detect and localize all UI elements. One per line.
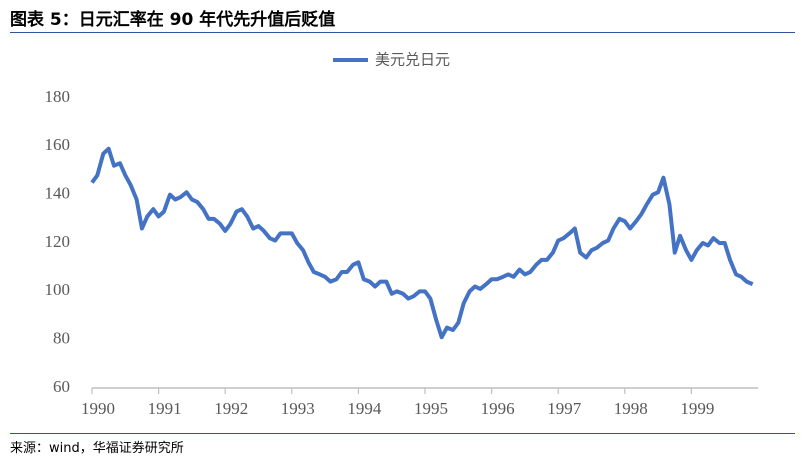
- chart-title: 图表 5：日元汇率在 90 年代先升值后贬值: [10, 10, 336, 30]
- x-tick-label: 1995: [414, 399, 448, 418]
- y-tick-label: 60: [53, 377, 70, 396]
- x-tick-label: 1993: [281, 399, 315, 418]
- y-tick-label: 160: [45, 135, 71, 154]
- y-tick-label: 180: [45, 87, 71, 106]
- x-tick-label: 1997: [547, 399, 582, 418]
- source-rule: [10, 433, 795, 434]
- x-tick-label: 1998: [614, 399, 648, 418]
- source-note: 来源：wind，华福证券研究所: [10, 441, 184, 456]
- y-tick-label: 140: [45, 184, 71, 203]
- x-tick-label: 1999: [680, 399, 714, 418]
- y-tick-label: 80: [53, 329, 70, 348]
- x-tick-label: 1996: [481, 399, 515, 418]
- x-tick-label: 1992: [214, 399, 248, 418]
- y-tick-label: 100: [45, 280, 71, 299]
- line: [90, 146, 754, 340]
- legend-label: 美元兑日元: [375, 51, 450, 69]
- y-tick-label: 120: [45, 232, 71, 251]
- title-rule: [10, 32, 795, 33]
- chart: 60 80 100 120 140 160 180 1990 1991 1992 1993 1994 1…: [45, 51, 758, 418]
- x-tick-label: 1991: [148, 399, 182, 418]
- x-tick-label: 1994: [347, 399, 382, 418]
- x-tick-label: 1990: [81, 399, 115, 418]
